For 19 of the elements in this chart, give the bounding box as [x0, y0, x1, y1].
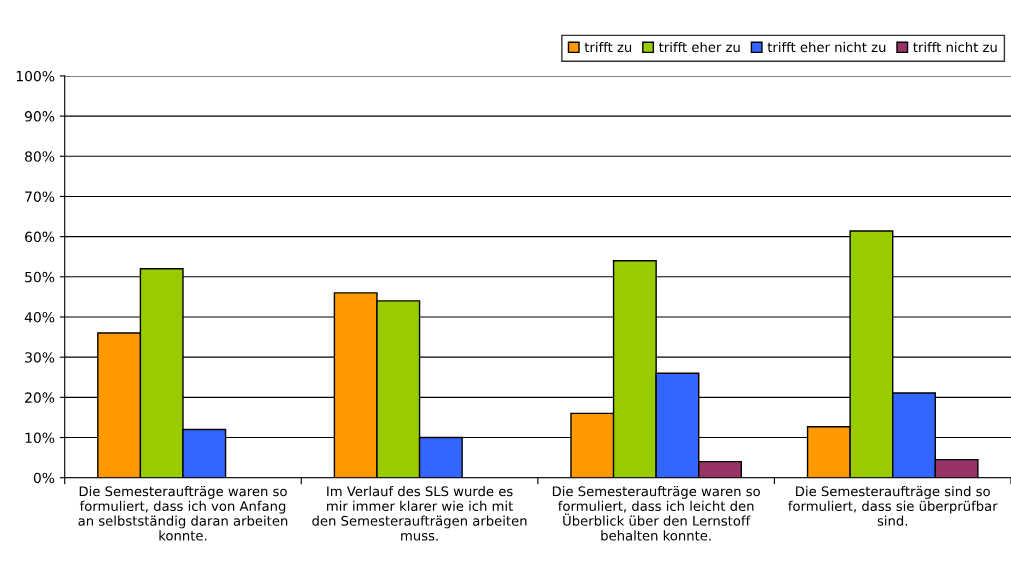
legend-label: trifft nicht zu — [913, 41, 997, 53]
y-tick-label: 100% — [16, 70, 55, 82]
legend-label: trifft eher zu — [659, 41, 740, 53]
y-tick-label: 0% — [33, 472, 55, 484]
x-tick-label: Die Semesteraufträge waren so formuliert, dass ich leicht den Überblick über den Lernstoff behalten konnte. — [552, 486, 760, 541]
x-tick-label: Die Semesteraufträge sind so formuliert, dass sie überprüfbar sind. — [788, 486, 998, 526]
y-tick-label: 50% — [25, 271, 55, 283]
y-tick-label: 10% — [25, 432, 55, 444]
x-tick-label: Im Verlauf des SLS wurde es mir immer klarer wie ich mit den Semesteraufträgen arbeiten muss. — [312, 486, 527, 541]
y-tick-label: 30% — [25, 352, 55, 363]
y-tick-label: 20% — [25, 392, 55, 403]
y-tick-label: 70% — [25, 191, 55, 202]
x-tick-label: Die Semesteraufträge waren so formuliert, dass ich von Anfang an selbstständig daran arbeiten konnte. — [78, 486, 288, 541]
y-tick-label: 40% — [24, 311, 55, 323]
y-tick-label: 90% — [24, 111, 55, 122]
legend-label: trifft eher nicht zu — [767, 41, 886, 53]
legend-label: trifft zu — [584, 41, 632, 53]
y-tick-label: 80% — [25, 151, 55, 162]
y-tick-label: 60% — [25, 231, 55, 243]
